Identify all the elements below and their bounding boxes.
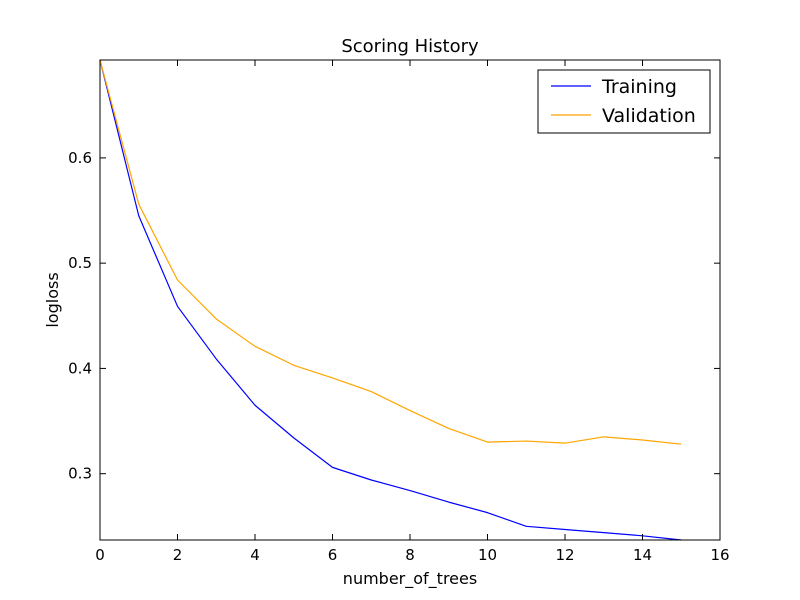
y-axis-label: logloss (43, 272, 62, 327)
legend-frame (537, 69, 711, 134)
tick-layer: 0 2 4 6 8 10 12 14 16 0.3 0.4 0.5 0.6 (68, 60, 730, 564)
x-tick-label: 10 (478, 546, 497, 564)
x-tick-label: 4 (250, 546, 260, 564)
legend-label-validation: Validation (602, 105, 696, 127)
y-tick-label: 0.3 (68, 465, 92, 483)
x-tick-label: 8 (405, 546, 415, 564)
x-axis-label: number_of_trees (343, 569, 477, 589)
plot-frame (99, 59, 721, 541)
y-tick-label: 0.5 (68, 254, 92, 272)
x-tick-label: 12 (555, 546, 574, 564)
legend-label-training: Training (601, 76, 677, 98)
x-tick-label: 6 (328, 546, 338, 564)
x-tick-label: 16 (710, 546, 729, 564)
series-line-validation (99, 59, 682, 445)
x-tick-label: 14 (633, 546, 652, 564)
y-tick-label: 0.4 (68, 359, 92, 377)
series-layer (99, 59, 682, 541)
y-tick-label: 0.6 (68, 149, 92, 167)
x-tick-label: 0 (95, 546, 105, 564)
chart-title: Scoring History (341, 36, 479, 57)
legend: Training Validation (537, 69, 711, 134)
x-tick-label: 2 (173, 546, 183, 564)
series-line-training (99, 59, 682, 541)
